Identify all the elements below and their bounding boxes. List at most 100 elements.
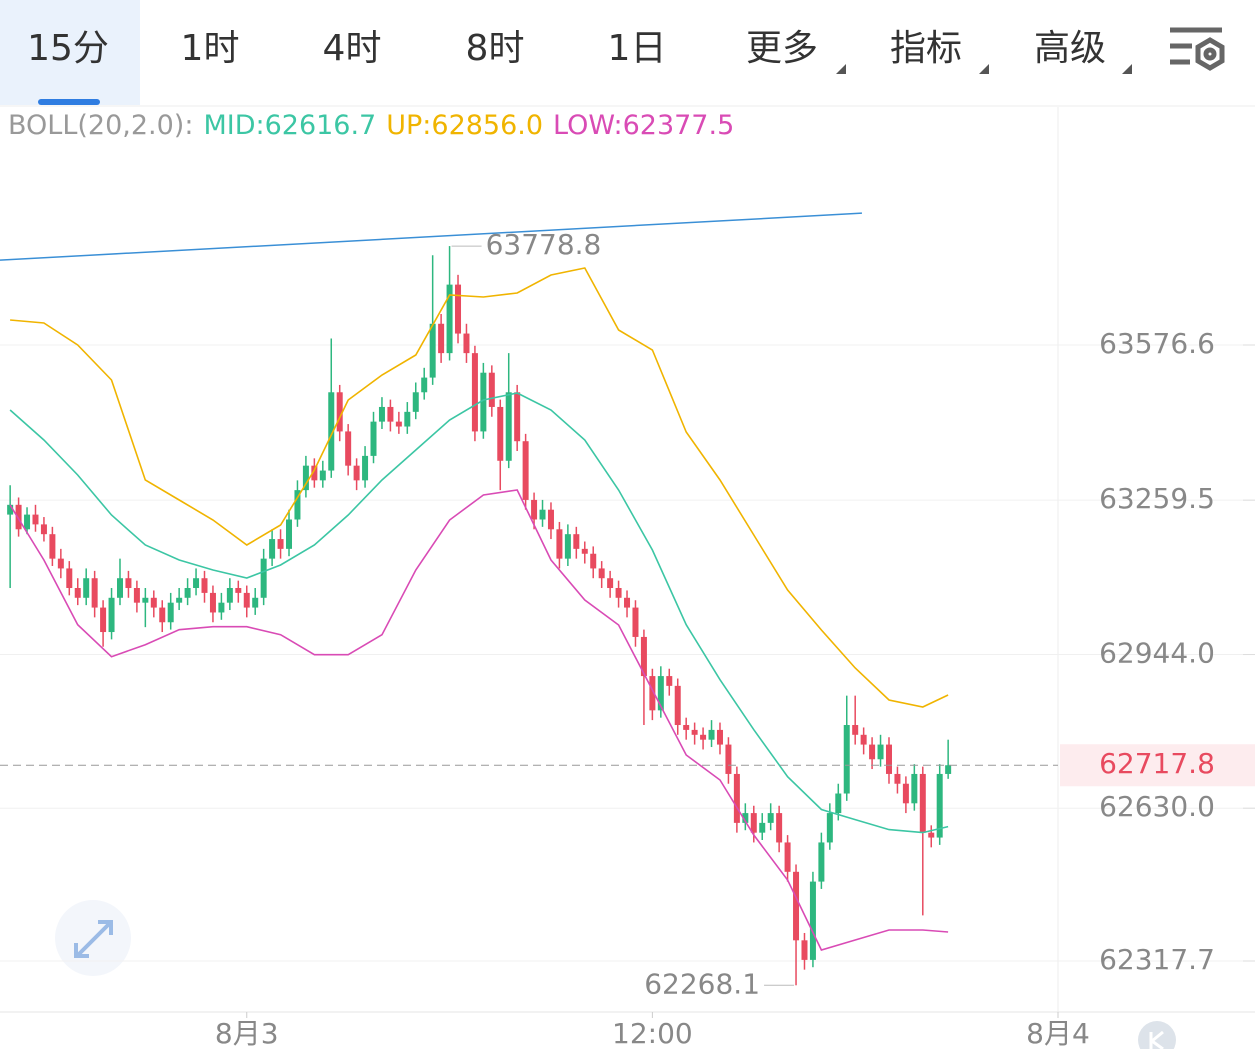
candle-body — [784, 842, 791, 872]
tab[interactable]: 1日 — [608, 28, 667, 69]
candle-body — [674, 685, 681, 726]
candle-body — [302, 465, 309, 491]
candle-body — [159, 607, 166, 623]
candle-body — [395, 421, 402, 427]
candle-body — [429, 323, 436, 378]
y-tick-label: 62944.0 — [1099, 637, 1215, 670]
candle-body — [142, 597, 149, 603]
candle-body — [7, 504, 14, 515]
candle-body — [945, 765, 952, 774]
mid-label: MID:62616.7 — [203, 110, 377, 141]
candle-body — [471, 353, 478, 432]
candle-body — [539, 509, 546, 520]
candle-body — [573, 534, 580, 549]
candle-body — [40, 524, 47, 535]
candle-body — [818, 842, 825, 882]
candle-body — [860, 734, 867, 745]
tab[interactable]: 8时 — [466, 28, 525, 69]
candle-body — [649, 676, 656, 711]
candle-body — [353, 465, 360, 481]
y-tick-label: 62630.0 — [1099, 790, 1215, 823]
candle-body — [885, 744, 892, 774]
candle-body — [421, 377, 428, 393]
tab[interactable]: 高级 — [1034, 28, 1106, 69]
candle-body — [125, 578, 132, 589]
max-label: 63778.8 — [486, 228, 602, 261]
candle-body — [176, 597, 183, 603]
candle-body — [100, 607, 107, 633]
candle-body — [91, 578, 98, 608]
candle-body — [919, 773, 926, 833]
candle-body — [556, 529, 563, 559]
candle-body — [497, 406, 504, 461]
trend-line — [0, 212, 862, 261]
y-tick-label: 62317.7 — [1099, 943, 1215, 976]
candle-body — [894, 773, 901, 784]
candle-body — [387, 406, 394, 422]
k-badge[interactable] — [1138, 1021, 1176, 1049]
candle-body — [615, 588, 622, 598]
candle-body — [683, 725, 690, 730]
candle-body — [581, 548, 588, 554]
candle-body — [319, 470, 326, 481]
candle-body — [564, 534, 571, 559]
candle-body — [547, 509, 554, 530]
candle-body — [193, 578, 200, 589]
candle-body — [505, 392, 512, 461]
candle-body — [666, 676, 673, 686]
boll-legend: BOLL(20,2.0): MID:62616.7 UP:62856.0 LOW… — [8, 110, 734, 141]
candle-body — [226, 588, 233, 603]
candle-body — [793, 871, 800, 941]
last-price-bg — [1060, 744, 1255, 787]
candle-body — [404, 411, 411, 427]
candle-body — [49, 534, 56, 559]
candle-body — [260, 558, 267, 598]
candle-body — [480, 372, 487, 432]
candle-body — [378, 406, 385, 422]
candle-body — [252, 597, 259, 608]
candle-body — [936, 773, 943, 838]
candle-body — [286, 519, 293, 549]
candle-body — [235, 588, 242, 593]
tab[interactable]: 指标 — [890, 28, 962, 69]
candle-body — [184, 588, 191, 598]
candle-body — [66, 568, 73, 589]
tab[interactable]: 15分 — [27, 28, 109, 69]
candle-body — [759, 822, 766, 833]
candle-body — [742, 813, 749, 823]
candle-body — [243, 592, 250, 608]
candle-body — [269, 539, 276, 559]
tab[interactable]: 更多 — [746, 28, 818, 69]
candle-body — [607, 578, 614, 589]
candle-body — [657, 676, 664, 711]
candle-body — [869, 744, 876, 760]
candle-body — [877, 744, 884, 760]
candle-body — [522, 441, 529, 500]
candle-body — [345, 431, 352, 466]
tab[interactable]: 1时 — [181, 28, 240, 69]
candle-body — [691, 729, 698, 735]
candle-body — [826, 813, 833, 843]
candle-body — [294, 490, 301, 520]
settings-icon[interactable] — [1170, 27, 1225, 71]
candle-body — [843, 725, 850, 794]
candle-body — [336, 392, 343, 432]
candle-body — [167, 602, 174, 623]
tab[interactable]: 4时 — [323, 28, 382, 69]
expand-button[interactable] — [55, 900, 131, 976]
candle-body — [835, 793, 842, 814]
candle-body — [598, 568, 605, 579]
candle-body — [716, 729, 723, 745]
candle-body — [24, 514, 31, 530]
tab-selected-bg — [0, 0, 140, 105]
dropdown-arrow — [1122, 64, 1132, 74]
candle-body — [463, 333, 470, 354]
candle-body — [57, 558, 64, 569]
candle-body — [277, 539, 284, 549]
candle-body — [801, 940, 808, 960]
candle-body — [624, 597, 631, 608]
x-tick-label: 8月4 — [1026, 1017, 1090, 1049]
boll-band — [9, 392, 949, 834]
